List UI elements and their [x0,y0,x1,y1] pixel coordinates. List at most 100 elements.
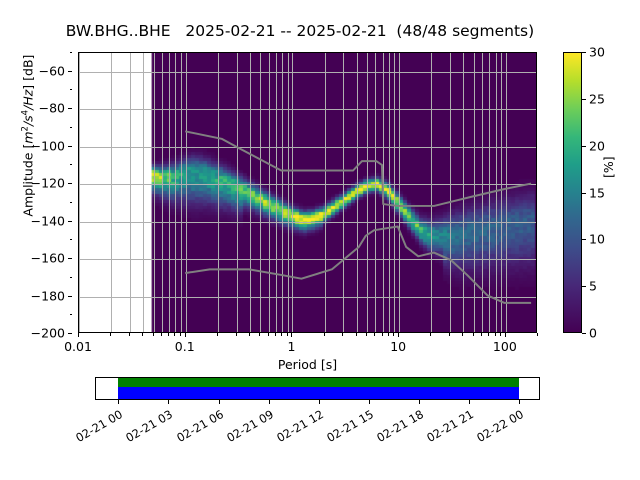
grid-line-vertical [431,53,433,332]
y-axis-minor-tick [69,276,72,278]
page-title: BW.BHG..BHE 2025-02-21 -- 2025-02-21 (48… [65,22,535,40]
colorbar-tick-label: 25 [589,91,605,107]
grid-line-horizontal [79,71,536,73]
x-axis-minor-tick [235,333,237,336]
grid-line-vertical [375,53,377,332]
grid-line-vertical [169,53,171,332]
grid-line-vertical [394,53,396,332]
grid-line-vertical [505,53,507,332]
timeline-tick-label: 02-21 03 [123,407,176,445]
grid-line-vertical [356,53,358,332]
x-axis-tick-label: 0.1 [174,339,195,354]
y-axis-tick-labels: −60 −80 −100 −120 −140 −160 −180 −200 [0,52,72,341]
ppsd-plot-area[interactable] [78,52,537,333]
timeline-tick-label: 02-21 12 [274,407,326,445]
timeline-axes[interactable] [95,377,540,400]
y-axis-tick [68,145,72,147]
y-axis-tick [68,70,72,72]
y-axis-minor-tick [69,314,72,316]
x-axis-minor-tick [449,333,451,336]
x-axis-minor-tick [366,333,368,336]
timeline-tick [268,400,270,404]
x-axis-tick-label: 0.01 [64,339,92,354]
x-axis-minor-tick [161,333,163,336]
timeline-tick-label: 02-21 09 [223,407,276,445]
colorbar-tick [582,52,586,53]
timeline-bar-psd-segments [118,378,520,387]
timeline-tick [118,400,120,404]
x-axis-minor-tick [281,333,283,336]
y-axis-tick [68,333,72,334]
grid-line-vertical [450,53,452,332]
timeline-tick-label: 02-21 15 [324,407,376,445]
colorbar-tick [582,333,586,334]
x-axis-minor-tick [128,333,130,336]
timeline-tick [368,400,370,404]
y-axis-tick-label: −180 [30,288,65,304]
x-axis-tick [398,333,400,337]
x-axis-minor-tick [499,333,501,336]
y-axis-tick [68,108,72,110]
grid-line-vertical [495,53,497,332]
grid-line-vertical [217,53,219,332]
x-axis-minor-tick [393,333,395,336]
x-axis-minor-tick [274,333,276,336]
x-axis-minor-tick [248,333,250,336]
x-axis-minor-tick [174,333,176,336]
grid-line-vertical [463,53,465,332]
noise-model-nlnm [185,225,532,304]
x-axis-tick-label: 1 [287,339,296,354]
timeline-tick [519,400,521,404]
grid-line-vertical [249,53,251,332]
ppsd-axes-inner [79,53,536,332]
y-axis-tick-label: −200 [30,325,65,341]
x-axis-minor-tick [355,333,357,336]
x-axis-minor-tick [381,333,383,336]
grid-line-horizontal [79,221,536,223]
colorbar-tick [582,239,586,241]
grid-line-vertical [236,53,238,332]
grid-line-vertical [180,53,182,332]
x-axis-minor-tick [494,333,496,336]
colorbar-tick-label: 5 [589,278,597,294]
x-axis-minor-tick [216,333,218,336]
x-axis-tick-label: 100 [492,339,517,354]
x-axis-minor-tick [537,333,538,336]
x-axis-tick [504,333,506,337]
timeline-tick [168,400,170,404]
grid-line-vertical [292,53,294,332]
grid-line-vertical [500,53,502,332]
x-axis-minor-tick [430,333,432,336]
timeline-tick-label: 02-22 00 [474,407,527,445]
colorbar-tick-label: 15 [589,185,605,200]
x-axis-minor-tick [488,333,490,336]
grid-line-vertical [399,53,401,332]
noise-model-curves [185,130,532,304]
grid-line-horizontal [79,259,536,261]
timeline-tick [419,400,421,404]
timeline-tick-label: 02-21 00 [73,407,126,445]
x-axis-minor-tick [323,333,325,336]
grid-line-vertical [287,53,289,332]
y-axis-tick [68,258,72,260]
x-axis-tick-label: 10 [390,339,407,354]
y-axis-tick-label: −80 [38,100,65,116]
grid-line-vertical [268,53,270,332]
colorbar-tick [582,98,586,100]
x-axis-tick [291,333,293,337]
y-axis-minor-tick [69,164,72,166]
x-axis-minor-tick [462,333,464,336]
grid-line-vertical [153,53,155,332]
grid-line-vertical [162,53,164,332]
noise-model-nhnm [185,130,532,207]
grid-line-vertical [79,53,80,332]
x-axis-tick [184,333,186,337]
colorbar-tick [582,192,586,194]
y-axis-tick [68,295,72,297]
y-axis-tick-label: −100 [30,138,65,154]
x-axis-minor-tick [472,333,474,336]
grid-line-vertical [275,53,277,332]
colorbar[interactable] [563,52,582,333]
grid-line-vertical [175,53,177,332]
